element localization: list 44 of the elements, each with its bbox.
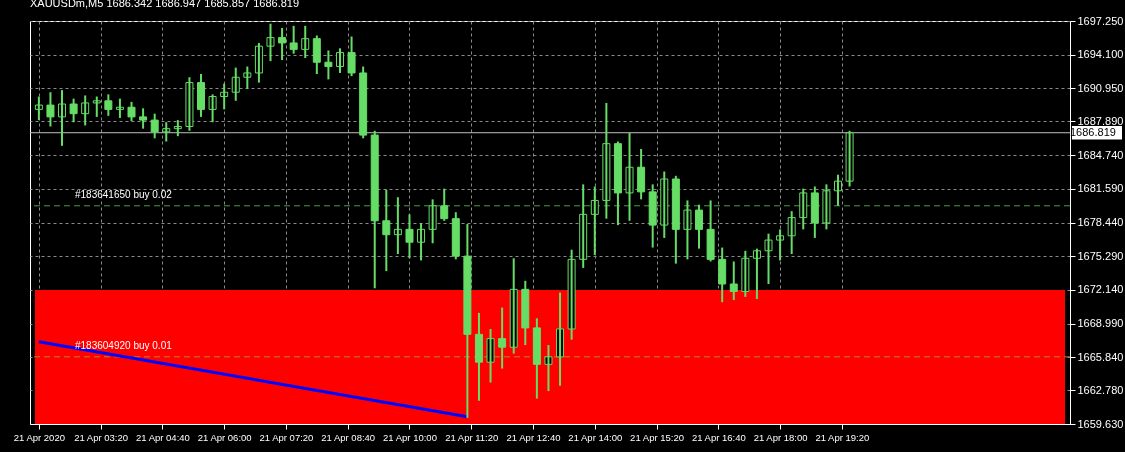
candlestick <box>92 95 101 118</box>
ref-line-label: 1686.819 <box>1070 125 1116 138</box>
y-tick-label: 1678.440 <box>1077 216 1124 228</box>
x-tick-label: 21 Apr 15:20 <box>630 431 684 443</box>
y-tick-label: 1681.590 <box>1077 182 1124 195</box>
ref-line-label: #183604920 buy 0.01 <box>75 339 173 351</box>
candlestick <box>69 97 78 124</box>
y-tick-label: 1675.290 <box>1077 249 1124 262</box>
x-tick-label: 21 Apr 10:00 <box>383 431 437 443</box>
ref-line-label: #183641650 buy 0.02 <box>75 188 173 200</box>
y-tick-label: 1690.950 <box>1077 81 1124 94</box>
chart-title: XAUUSDm,M5 1686.342 1686.947 1685.857 1686.819 <box>30 0 300 9</box>
x-tick-label: 21 Apr 11:20 <box>445 431 499 443</box>
x-tick-label: 21 Apr 04:40 <box>135 431 190 443</box>
x-tick-label: 21 Apr 2020 <box>13 431 65 443</box>
y-tick-label: 1665.840 <box>1077 350 1124 363</box>
y-tick-label: 1687.890 <box>1077 114 1124 127</box>
candlestick <box>544 344 553 393</box>
x-tick-label: 21 Apr 03:20 <box>74 431 129 443</box>
candlestick <box>127 100 136 123</box>
candlestick <box>162 121 171 143</box>
x-tick-label: 21 Apr 06:00 <box>197 431 252 443</box>
y-tick-label: 1668.990 <box>1077 317 1124 330</box>
x-tick-label: 21 Apr 19:20 <box>815 431 870 443</box>
candlestick <box>266 22 275 63</box>
y-tick-label: 1684.740 <box>1077 148 1124 161</box>
x-tick-label: 21 Apr 12:40 <box>506 431 561 443</box>
candlestick <box>822 183 831 231</box>
y-tick-label: 1659.630 <box>1077 417 1124 430</box>
candlestick <box>347 35 356 78</box>
candlestick <box>764 232 773 285</box>
x-tick-label: 21 Apr 07:20 <box>259 431 314 443</box>
y-tick-label: 1694.100 <box>1077 48 1124 61</box>
x-tick-label: 21 Apr 18:00 <box>753 431 808 443</box>
candlestick <box>683 199 692 261</box>
x-tick-label: 21 Apr 08:40 <box>321 431 376 443</box>
candlestick <box>139 107 148 130</box>
y-tick-label: 1697.250 <box>1077 14 1124 27</box>
candlestick <box>46 91 55 128</box>
y-tick-label: 1662.780 <box>1077 383 1124 396</box>
x-tick-label: 21 Apr 14:00 <box>568 431 623 443</box>
y-tick-label: 1672.140 <box>1077 283 1124 296</box>
candlestick <box>104 93 113 117</box>
x-tick-label: 21 Apr 16:40 <box>691 431 746 443</box>
